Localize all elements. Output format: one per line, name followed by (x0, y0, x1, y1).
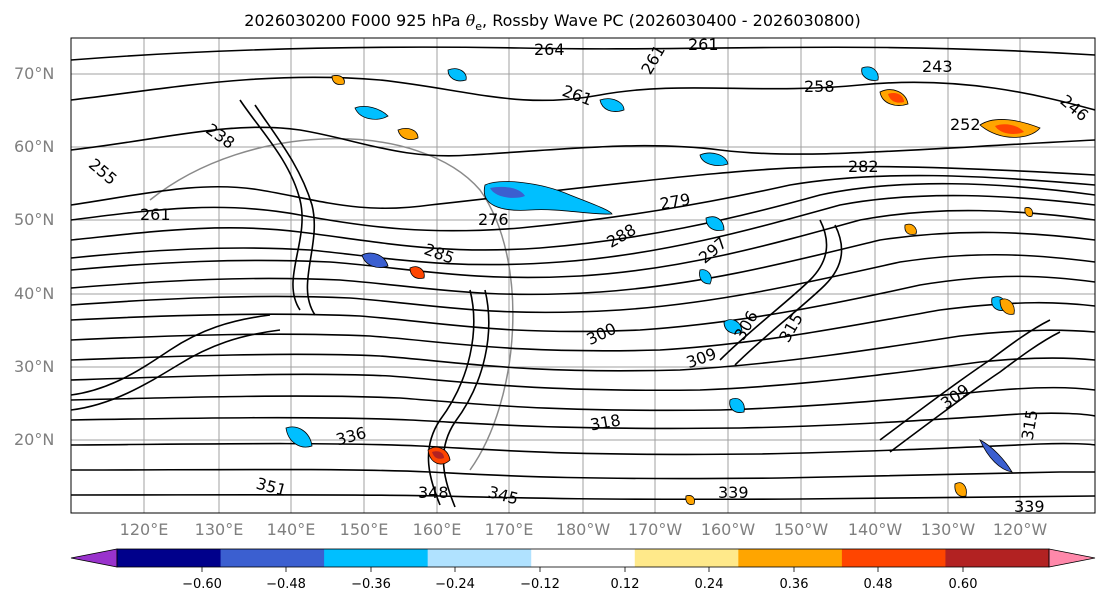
contour-label: 339 (718, 483, 749, 502)
lon-label-180w: 180°W (555, 520, 611, 539)
lon-label-140e: 140°E (266, 520, 316, 539)
lon-label-170e: 170°E (484, 520, 534, 539)
contour-label: 243 (922, 57, 953, 76)
lon-label-150e: 150°E (339, 520, 389, 539)
map-title: 2026030200 F000 925 hPa θe, Rossby Wave … (0, 11, 1105, 33)
colorbar-segment (841, 549, 946, 567)
lon-label-170w: 170°W (627, 520, 683, 539)
contour-label: 261 (688, 35, 719, 54)
colorbar-tick: −0.12 (520, 577, 560, 592)
colorbar-segment (117, 549, 222, 567)
contour-label: 276 (478, 210, 509, 229)
title-suffix: , Rossby Wave PC (2026030400 - 202603080… (482, 11, 861, 30)
colorbar-tick: −0.24 (435, 577, 475, 592)
title-prefix: 2026030200 F000 925 hPa (244, 11, 466, 30)
colorbar-segment (324, 549, 429, 567)
lon-label-140w: 140°W (847, 520, 903, 539)
lat-label-40n: 40°N (14, 284, 55, 303)
graticule (71, 38, 1095, 513)
colorbar-segment (220, 549, 325, 567)
colorbar-tick: 0.12 (610, 577, 640, 592)
lon-label-160w: 160°W (700, 520, 756, 539)
lat-label-70n: 70°N (14, 64, 55, 83)
colorbar-frame (116, 548, 1050, 568)
map-frame (70, 37, 1096, 514)
negative-anomaly-shading (285, 66, 1013, 473)
colorbar-tick: 0.60 (948, 577, 978, 592)
colorbar-segment (427, 549, 532, 567)
contour-label: 348 (418, 483, 449, 502)
lat-label-20n: 20°N (14, 430, 55, 449)
colorbar-segment (634, 549, 739, 567)
lat-label-30n: 30°N (14, 357, 55, 376)
contour-label: 339 (1014, 497, 1045, 516)
title-symbol: θ (465, 11, 476, 30)
lat-label-60n: 60°N (14, 137, 55, 156)
contour-label: 258 (804, 77, 835, 96)
colorbar-segment (531, 549, 636, 567)
colorbar-tick: −0.48 (266, 577, 306, 592)
coastline-outline (149, 138, 514, 471)
lon-label-130w: 130°W (920, 520, 976, 539)
colorbar (70, 548, 1096, 572)
lon-label-160e: 160°E (412, 520, 462, 539)
contour-label: 261 (140, 205, 171, 224)
lon-label-120e: 120°E (119, 520, 169, 539)
colorbar-segment (945, 549, 1050, 567)
theta-e-contours (71, 46, 1095, 508)
colorbar-tick: 0.24 (694, 577, 724, 592)
colorbar-tick: 0.36 (779, 577, 809, 592)
lat-label-50n: 50°N (14, 210, 55, 229)
contour-label: 282 (848, 157, 879, 176)
colorbar-segment (738, 549, 843, 567)
contour-label: 252 (950, 115, 981, 134)
title-subscript: e (475, 20, 483, 34)
contour-label: 264 (534, 40, 565, 59)
colorbar-extend-min (70, 548, 118, 568)
colorbar-tick: −0.60 (182, 577, 222, 592)
lon-label-130e: 130°E (194, 520, 244, 539)
positive-anomaly-shading (331, 75, 1041, 505)
colorbar-tick: −0.36 (351, 577, 391, 592)
colorbar-tick: 0.48 (863, 577, 893, 592)
lon-label-150w: 150°W (773, 520, 829, 539)
colorbar-extend-max (1048, 548, 1096, 568)
lon-label-120w: 120°W (992, 520, 1048, 539)
